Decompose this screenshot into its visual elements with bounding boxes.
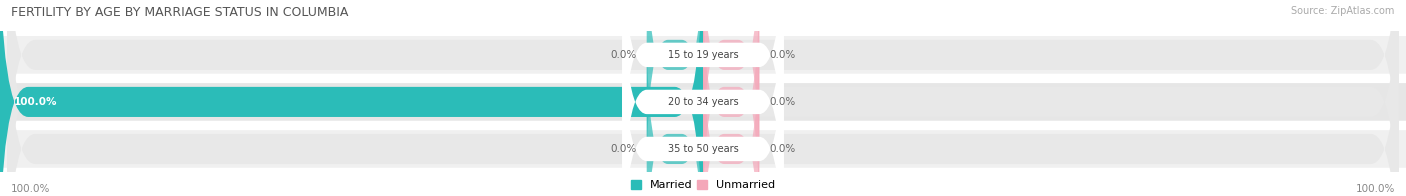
FancyBboxPatch shape	[647, 0, 703, 181]
Text: 0.0%: 0.0%	[610, 50, 637, 60]
Legend: Married, Unmarried: Married, Unmarried	[631, 180, 775, 191]
FancyBboxPatch shape	[0, 36, 1406, 74]
FancyBboxPatch shape	[0, 130, 1406, 168]
FancyBboxPatch shape	[621, 0, 785, 196]
FancyBboxPatch shape	[0, 0, 703, 196]
FancyBboxPatch shape	[0, 83, 1406, 121]
FancyBboxPatch shape	[621, 0, 785, 196]
Text: 100.0%: 100.0%	[1355, 184, 1395, 194]
Text: 35 to 50 years: 35 to 50 years	[668, 144, 738, 154]
FancyBboxPatch shape	[7, 0, 1399, 196]
FancyBboxPatch shape	[621, 0, 785, 196]
Text: 100.0%: 100.0%	[14, 97, 58, 107]
FancyBboxPatch shape	[703, 0, 759, 196]
FancyBboxPatch shape	[647, 23, 703, 196]
Text: 20 to 34 years: 20 to 34 years	[668, 97, 738, 107]
FancyBboxPatch shape	[7, 0, 1399, 196]
Text: 0.0%: 0.0%	[770, 144, 796, 154]
FancyBboxPatch shape	[703, 0, 759, 181]
FancyBboxPatch shape	[7, 0, 1399, 196]
Text: 0.0%: 0.0%	[770, 97, 796, 107]
Text: 0.0%: 0.0%	[610, 144, 637, 154]
Text: FERTILITY BY AGE BY MARRIAGE STATUS IN COLUMBIA: FERTILITY BY AGE BY MARRIAGE STATUS IN C…	[11, 6, 349, 19]
FancyBboxPatch shape	[703, 23, 759, 196]
Text: Source: ZipAtlas.com: Source: ZipAtlas.com	[1291, 6, 1395, 16]
Text: 100.0%: 100.0%	[11, 184, 51, 194]
Text: 0.0%: 0.0%	[770, 50, 796, 60]
Text: 15 to 19 years: 15 to 19 years	[668, 50, 738, 60]
